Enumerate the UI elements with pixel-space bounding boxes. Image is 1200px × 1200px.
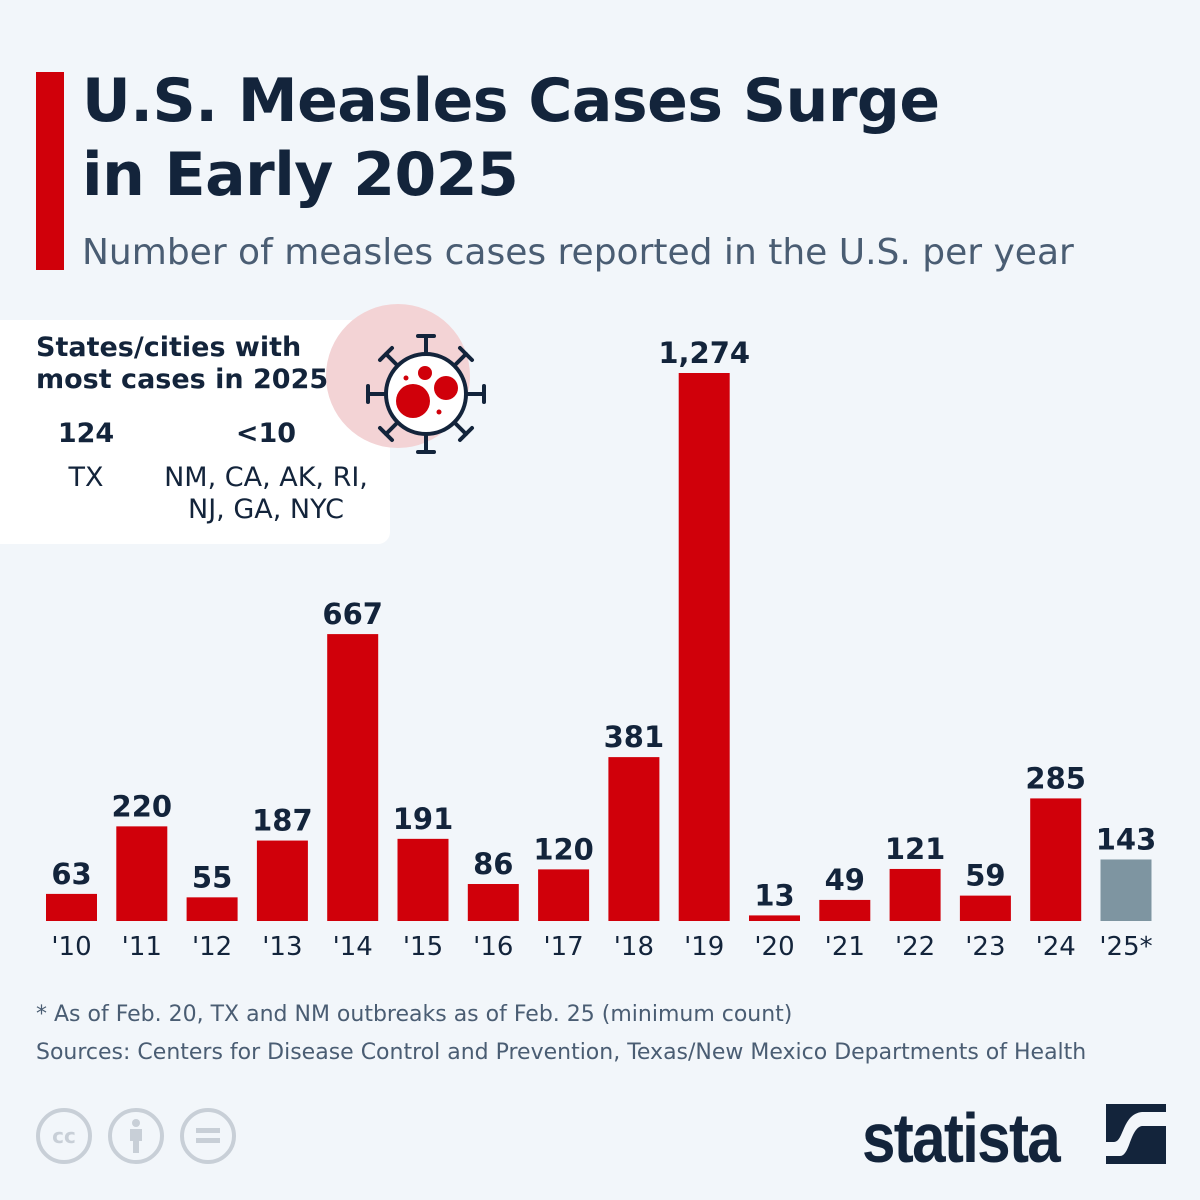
bar-18 xyxy=(608,757,660,921)
data-label: 220 xyxy=(112,789,173,823)
bar-25 xyxy=(1100,859,1152,921)
stat-value-tx: 124 xyxy=(57,418,115,449)
chart-title: U.S. Measles Cases Surge in Early 2025 xyxy=(82,64,940,212)
bar-15 xyxy=(397,838,449,921)
data-label: 13 xyxy=(754,878,794,912)
data-label: 143 xyxy=(1096,822,1157,856)
bar-16 xyxy=(467,884,519,921)
sources: Sources: Centers for Disease Control and… xyxy=(36,1040,1087,1065)
data-label: 191 xyxy=(393,802,454,836)
statista-logo-mark[interactable] xyxy=(1106,1104,1166,1164)
bar-12 xyxy=(186,897,238,921)
title-line-2: in Early 2025 xyxy=(82,140,519,210)
bar-20 xyxy=(749,915,800,921)
data-label: 187 xyxy=(252,804,313,838)
title-line-1: U.S. Measles Cases Surge xyxy=(82,66,940,136)
info-heading-line-1: States/cities with xyxy=(36,332,302,363)
x-tick-label: '22 xyxy=(895,932,935,962)
x-tick-label: '19 xyxy=(684,932,724,962)
data-label: 121 xyxy=(885,832,946,866)
bar-19 xyxy=(678,373,730,921)
x-tick-label: '18 xyxy=(614,932,654,962)
cc-icon: cc xyxy=(36,1108,92,1164)
chart-subtitle: Number of measles cases reported in the … xyxy=(82,232,1074,273)
x-tick-label: '10 xyxy=(51,932,91,962)
data-label: 49 xyxy=(825,863,865,897)
data-label: 381 xyxy=(604,720,665,754)
equals-glyph xyxy=(196,1128,220,1143)
x-tick-label: '11 xyxy=(122,932,162,962)
data-label: 120 xyxy=(533,832,594,866)
stat-label-others: NM, CA, AK, RI, NJ, GA, NYC xyxy=(156,462,376,526)
x-tick-label: '20 xyxy=(754,932,794,962)
no-derivatives-icon xyxy=(180,1108,236,1164)
bar-17 xyxy=(538,869,590,921)
data-label: 59 xyxy=(965,859,1005,893)
bar-24 xyxy=(1030,798,1082,921)
x-tick-label: '24 xyxy=(1036,932,1076,962)
x-tick-label: '14 xyxy=(333,932,373,962)
attribution-icon xyxy=(108,1108,164,1164)
x-tick-label: '12 xyxy=(192,932,232,962)
bar-10 xyxy=(46,893,97,921)
title-accent-bar xyxy=(36,72,64,270)
x-tick-label: '15 xyxy=(403,932,443,962)
bar-23 xyxy=(959,895,1011,921)
data-label: 285 xyxy=(1025,761,1086,795)
bar-21 xyxy=(819,899,871,921)
data-label: 1,274 xyxy=(658,336,750,370)
data-label: 667 xyxy=(322,597,383,631)
x-tick-label: '17 xyxy=(543,932,583,962)
bar-chart: 63 '10 220 '11 55 '12 187 '13 667 '14 191 '15 86 '16 1… xyxy=(46,336,1157,962)
cc-text: cc xyxy=(52,1124,76,1148)
bar-11 xyxy=(116,826,168,921)
info-heading-line-2: most cases in 2025 xyxy=(36,364,329,395)
stat-label-tx: TX xyxy=(68,462,104,493)
x-tick-label: '21 xyxy=(825,932,865,962)
data-label: 63 xyxy=(51,857,91,891)
bar-14 xyxy=(327,634,379,921)
x-tick-label: '16 xyxy=(473,932,513,962)
virus-icon xyxy=(366,334,486,454)
bar-13 xyxy=(256,840,308,921)
statista-logo[interactable]: statista xyxy=(862,1099,1061,1177)
footnote: * As of Feb. 20, TX and NM outbreaks as … xyxy=(36,1002,793,1027)
info-box-heading: States/cities with most cases in 2025 xyxy=(36,332,328,396)
data-label: 55 xyxy=(192,860,232,894)
info-box xyxy=(0,320,390,544)
data-label: 86 xyxy=(473,847,513,881)
x-tick-label: '23 xyxy=(965,932,1005,962)
stat-label-others-line-1: NM, CA, AK, RI, xyxy=(164,462,368,493)
x-tick-label: '25* xyxy=(1099,932,1152,962)
person-glyph xyxy=(130,1119,142,1153)
stat-label-others-line-2: NJ, GA, NYC xyxy=(188,494,344,525)
bar-22 xyxy=(889,868,941,921)
stat-value-others: <10 xyxy=(235,418,297,449)
x-tick-label: '13 xyxy=(262,932,302,962)
